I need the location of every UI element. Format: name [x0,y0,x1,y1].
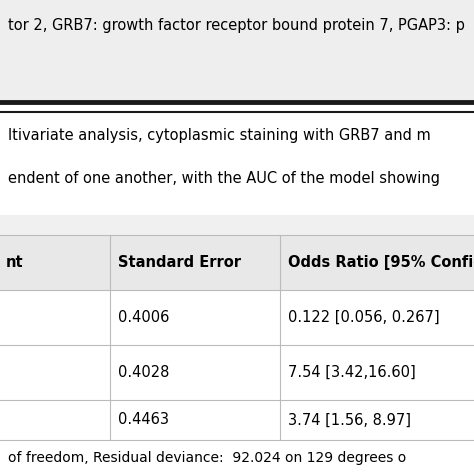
Text: Standard Error: Standard Error [118,255,241,270]
Bar [0,235,474,440]
Text: 0.4006: 0.4006 [118,310,169,325]
Text: 3.74 [1.56, 8.97]: 3.74 [1.56, 8.97] [288,412,411,428]
Bar [0,215,474,235]
Text: 0.122 [0.056, 0.267]: 0.122 [0.056, 0.267] [288,310,439,325]
Text: 0.4463: 0.4463 [118,412,169,428]
Bar [0,235,474,290]
Text: 7.54 [3.42,16.60]: 7.54 [3.42,16.60] [288,365,416,380]
Bar [0,0,474,100]
Text: 0.4028: 0.4028 [118,365,169,380]
Text: of freedom, Residual deviance:  92.024 on 129 degrees o: of freedom, Residual deviance: 92.024 on… [8,451,406,465]
Text: nt: nt [6,255,24,270]
Text: ltivariate analysis, cytoplasmic staining with GRB7 and m: ltivariate analysis, cytoplasmic stainin… [8,128,431,143]
Text: endent of one another, with the AUC of the model showing: endent of one another, with the AUC of t… [8,171,440,186]
Text: Odds Ratio [95% Confid: Odds Ratio [95% Confid [288,255,474,270]
Text: tor 2, GRB7: growth factor receptor bound protein 7, PGAP3: p: tor 2, GRB7: growth factor receptor boun… [8,18,465,33]
Bar [0,116,474,215]
